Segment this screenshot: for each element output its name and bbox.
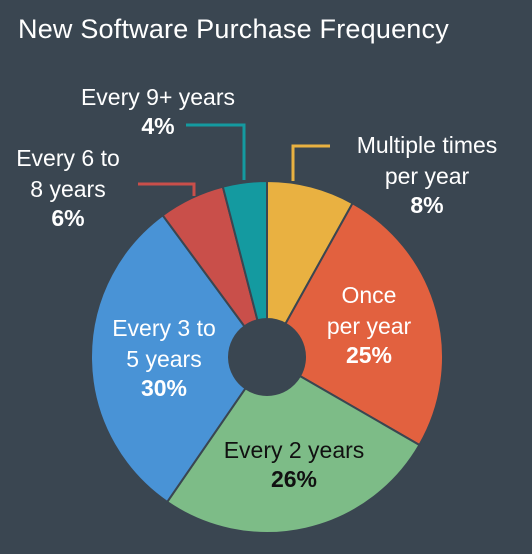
slice-percent-4: 6%: [51, 205, 84, 231]
slice-label-2-line-0: Every 2 years: [224, 437, 365, 463]
slice-group: [90, 179, 444, 534]
slice-label-0-line-0: Multiple times: [357, 132, 498, 158]
leader-line-0: [291, 144, 330, 181]
chart-title: New Software Purchase Frequency: [18, 14, 449, 44]
slice-label-3-line-0: Every 3 to: [112, 315, 216, 341]
slice-percent-3: 30%: [141, 375, 187, 401]
leader-line-group: [138, 123, 330, 196]
slice-label-5-line-0: Every 9+ years: [81, 84, 235, 110]
slice-label-0-line-1: per year: [385, 163, 470, 189]
slice-0: [266, 179, 354, 326]
slice-label-1-line-1: per year: [327, 313, 412, 339]
label-group: Multiple times per year 8% Once per year 25% E…: [16, 84, 497, 492]
slice-1: [284, 201, 444, 447]
slice-percent-1: 25%: [346, 342, 392, 368]
leader-line-4: [138, 182, 196, 196]
slice-percent-2: 26%: [271, 466, 317, 492]
leader-line-5: [186, 123, 246, 180]
slice-label-4-line-1: 8 years: [30, 176, 105, 202]
slice-5: [221, 179, 268, 322]
slice-2: [165, 374, 421, 534]
slice-label-1-line-0: Once: [342, 282, 397, 308]
slice-label-3-line-1: 5 years: [126, 346, 201, 372]
slice-3: [90, 213, 247, 504]
slice-percent-0: 8%: [410, 192, 443, 218]
slice-label-4-line-0: Every 6 to: [16, 145, 120, 171]
slice-percent-5: 4%: [141, 113, 174, 139]
